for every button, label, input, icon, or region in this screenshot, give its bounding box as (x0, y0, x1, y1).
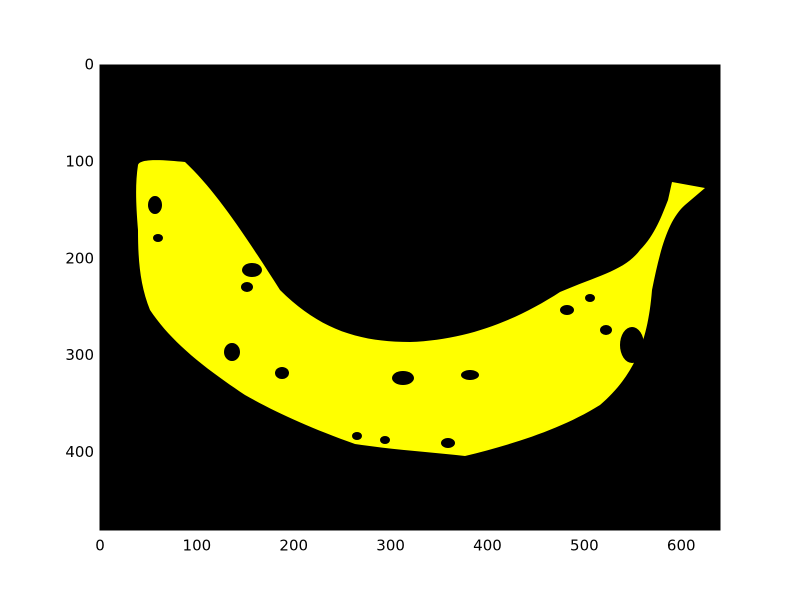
x-tick-label: 0 (95, 537, 105, 555)
banana-mask (136, 160, 705, 456)
x-tick-label: 100 (183, 537, 212, 555)
x-tick-label: 400 (473, 537, 502, 555)
axes-frame (99, 64, 721, 531)
mask-image (136, 160, 705, 456)
x-tick-label: 600 (667, 537, 696, 555)
x-tick-label: 200 (279, 537, 308, 555)
y-tick-label: 200 (65, 249, 94, 267)
y-tick-label: 0 (84, 56, 94, 74)
x-tick-label: 500 (570, 537, 599, 555)
x-tick-label: 300 (376, 537, 405, 555)
y-tick-label: 100 (65, 152, 94, 170)
mask-holes (148, 196, 644, 448)
y-tick-label: 400 (65, 443, 94, 461)
y-tick-label: 300 (65, 346, 94, 364)
